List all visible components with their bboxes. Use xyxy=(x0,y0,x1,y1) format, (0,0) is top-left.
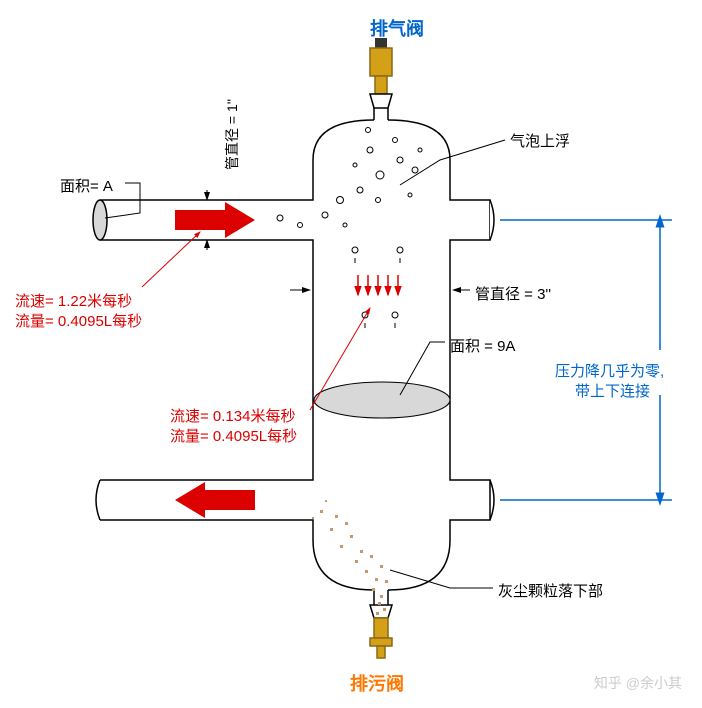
vessel-outline xyxy=(93,38,494,658)
bubbles xyxy=(277,128,422,329)
flow-down-arrows xyxy=(358,275,398,295)
area-ellipse-9a xyxy=(314,382,450,418)
dimension-line xyxy=(500,220,672,500)
outlet-arrow-icon xyxy=(175,482,255,518)
inlet-arrow-icon xyxy=(175,202,255,238)
callout-lines xyxy=(105,140,505,588)
diagram-svg xyxy=(0,0,702,708)
dust-particles xyxy=(312,500,388,615)
